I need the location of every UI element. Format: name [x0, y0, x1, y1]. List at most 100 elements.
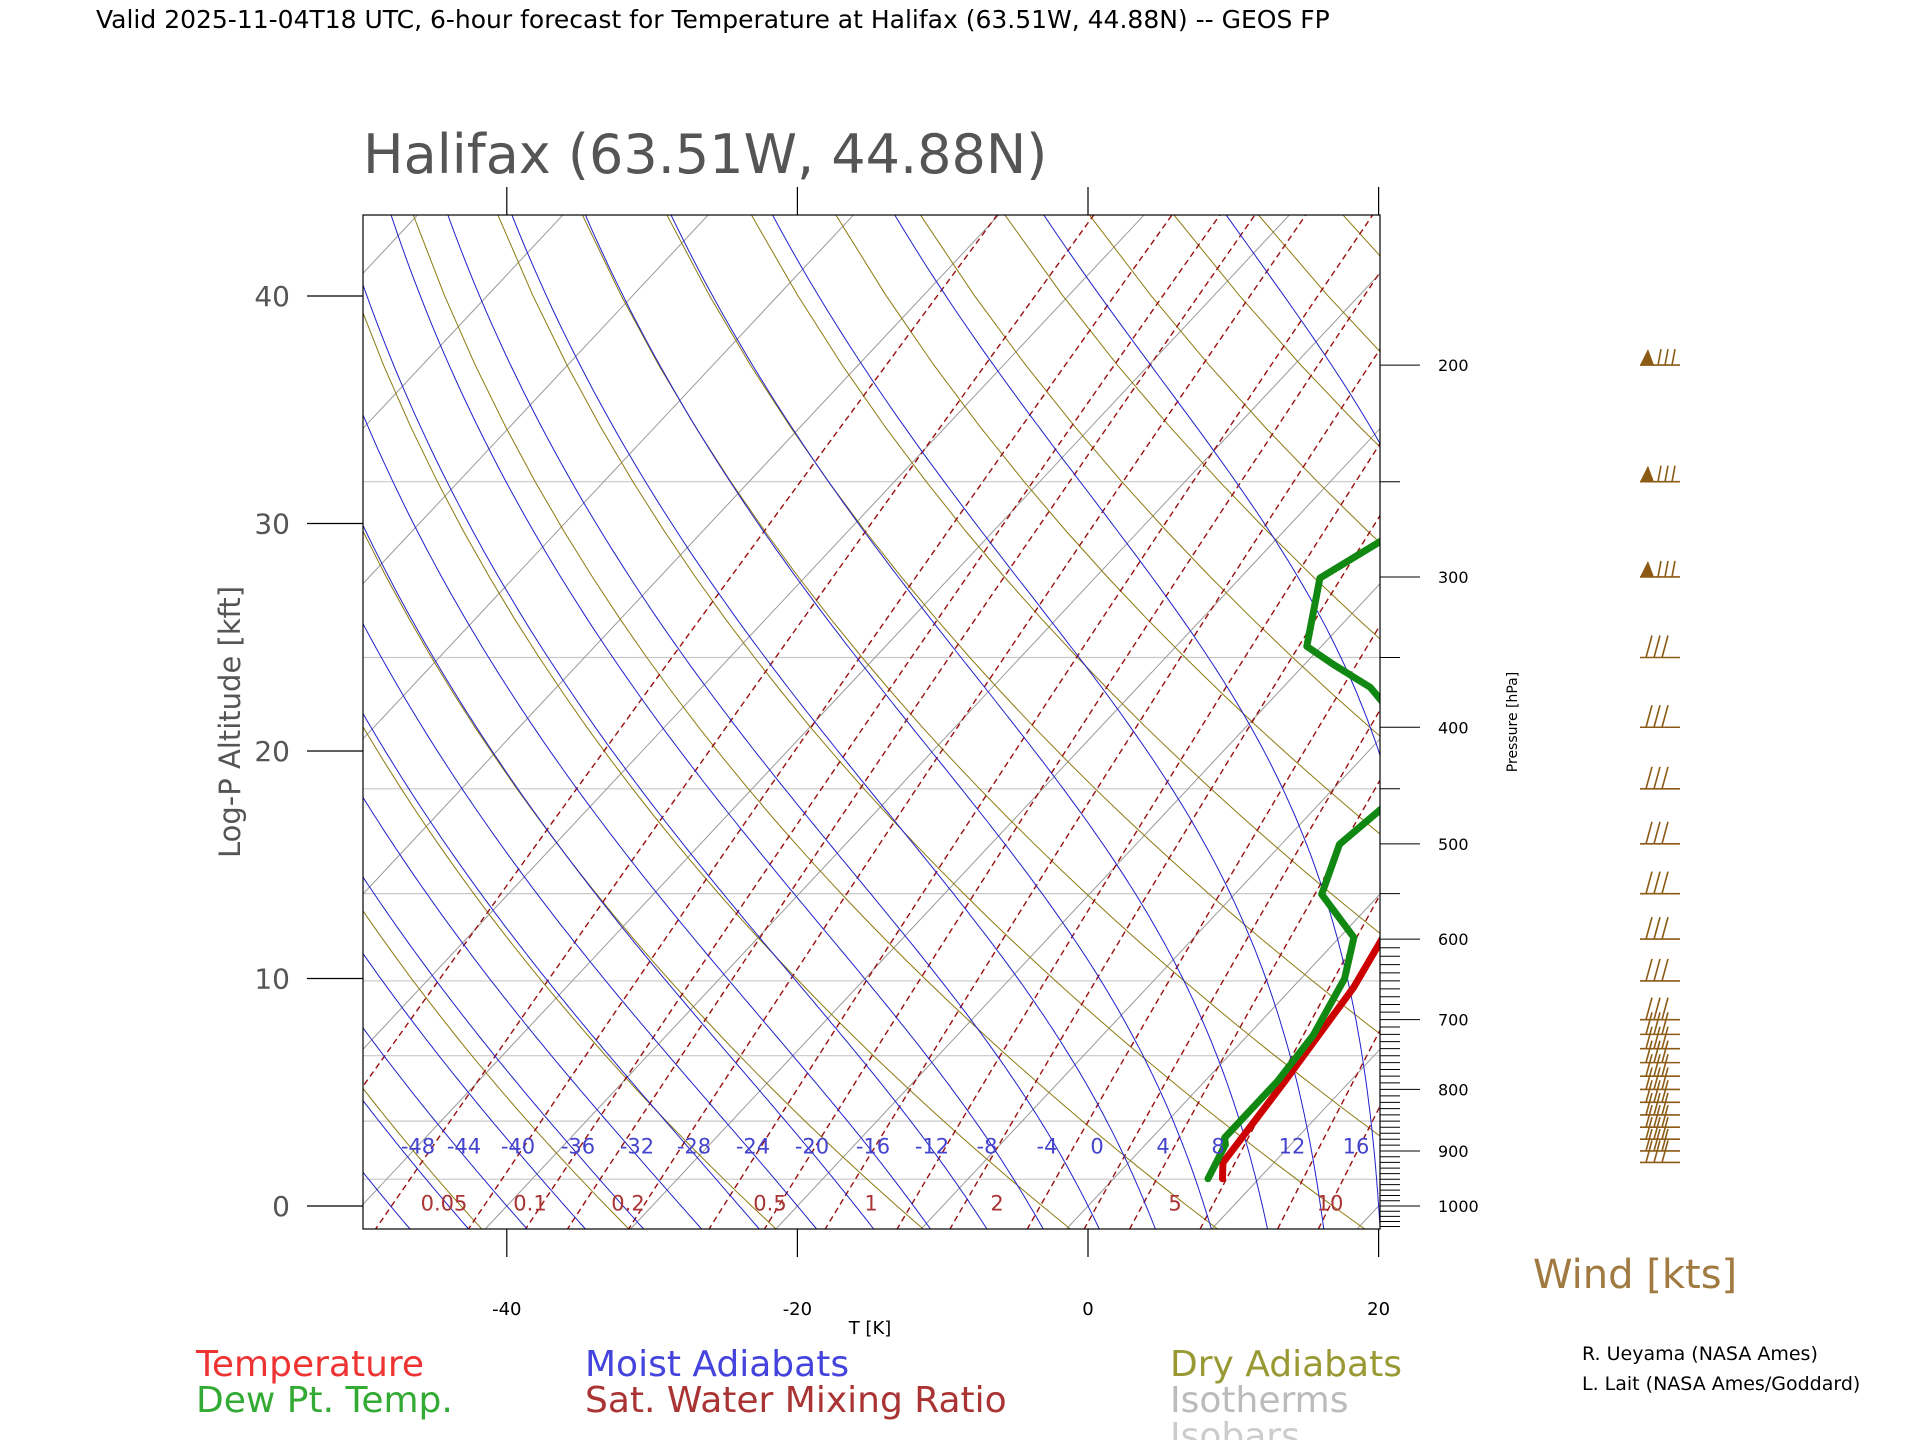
wind-feather: [1653, 1140, 1661, 1163]
moist-adiabat: [390, 215, 1044, 1229]
y-tick-label: 40: [254, 280, 290, 313]
wind-barb: [1640, 1104, 1680, 1128]
wind-feather: [1645, 1116, 1653, 1140]
dry-adiabat: [1850, 215, 1920, 1256]
mixing-ratio-line: [1650, 215, 1920, 1256]
pressure-tick-label: 600: [1438, 930, 1469, 949]
moist-adiabat: [363, 952, 587, 1229]
wind-feather: [1661, 997, 1669, 1020]
wind-feather: [1645, 1140, 1653, 1163]
wind-feather: [1661, 1067, 1669, 1090]
dry-adiabat: [919, 215, 1380, 737]
moist-adiabat: [363, 1099, 470, 1229]
wind-feather: [1661, 916, 1669, 940]
wind-feather: [1645, 871, 1653, 894]
mixing-ratio-line: [1026, 624, 1380, 1229]
mixing-ratio-line: [467, 215, 1173, 1229]
moist-adiabat: [0, 215, 195, 1256]
wind-feather: [1645, 958, 1653, 982]
legend-item: Dew Pt. Temp.: [196, 1380, 453, 1421]
legend-item: Moist Adiabats: [585, 1344, 849, 1385]
moist-adiabat: [894, 215, 1380, 1229]
moist-adiabat-label: -12: [915, 1135, 949, 1159]
mixing-ratio-label: 5: [1168, 1192, 1181, 1216]
wind-feather: [1661, 871, 1669, 894]
legend-item: Isotherms: [1170, 1380, 1348, 1421]
mixing-ratio-label: 0.1: [513, 1192, 546, 1216]
mixing-ratio-line: [1317, 1104, 1380, 1229]
wind-barb: [1640, 1067, 1680, 1091]
moist-adiabat: [511, 215, 1156, 1229]
mixing-ratio-label: 10: [1317, 1192, 1344, 1216]
moist-adiabat-label: 8: [1211, 1135, 1224, 1159]
moist-adiabat-label: 0: [1090, 1135, 1103, 1159]
pressure-axis-label: Pressure [hPa]: [1505, 672, 1521, 772]
dewpoint-line: [1204, 537, 1380, 1183]
dry-adiabat: [412, 215, 1219, 1229]
wind-barbs: [1640, 348, 1680, 1164]
wind-feather: [1645, 1092, 1653, 1116]
wind-feather: [1657, 348, 1662, 366]
pressure-tick-label: 500: [1438, 835, 1469, 854]
wind-feather: [1671, 348, 1676, 366]
dry-adiabat: [1173, 215, 1380, 448]
wind-barb: [1640, 821, 1680, 845]
wind-feather: [1661, 1092, 1669, 1116]
axes: -48 -44 -40 -36 -32 -28 -24 -20 -16 -12 -8 -4 0 4 8 12 1…: [254, 187, 1479, 1320]
pressure-tick-label: 900: [1438, 1142, 1469, 1161]
isotherm-line: [775, 583, 1380, 1229]
mixing-ratio-line: [949, 514, 1380, 1229]
isotherm-line: [363, 215, 1000, 895]
x-tick-label: -40: [492, 1299, 521, 1320]
moist-adiabat-label: -36: [561, 1135, 595, 1159]
moist-adiabat-label: -24: [736, 1135, 770, 1159]
mixing-ratio-line: [1697, 215, 1920, 1256]
wind-barb: [1640, 1140, 1680, 1164]
isotherm-line: [1648, 205, 1920, 1229]
moist-adiabat: [363, 712, 760, 1229]
wind-feather: [1653, 1092, 1661, 1116]
moist-adiabat-label: -32: [620, 1135, 654, 1159]
legend-item: Isobars: [1170, 1416, 1300, 1440]
moist-adiabat-label: -28: [677, 1135, 711, 1159]
x-axis-label: T [K]: [848, 1318, 892, 1339]
mixing-ratio-line: [524, 215, 1221, 1229]
wind-barb: [1640, 1012, 1680, 1036]
x-tick-label: 20: [1367, 1299, 1390, 1320]
legend-item: Temperature: [195, 1344, 424, 1385]
mixing-ratio-line: [1083, 708, 1380, 1229]
wind-barb: [1640, 1128, 1680, 1152]
wind-feather: [1661, 635, 1669, 658]
wind-feather: [1653, 1040, 1661, 1063]
wind-feather: [1661, 1040, 1669, 1063]
pressure-tick-label: 300: [1438, 568, 1469, 587]
dry-adiabat: [363, 530, 924, 1229]
wind-feather: [1657, 560, 1662, 578]
wind-feather: [1645, 1067, 1653, 1090]
pressure-tick-label: 700: [1438, 1011, 1469, 1030]
mixing-ratio-line: [763, 271, 1380, 1229]
x-tick-label: -20: [783, 1299, 812, 1320]
wind-barb: [1640, 465, 1680, 483]
wind-feather: [1645, 1080, 1653, 1103]
moist-adiabat: [363, 283, 988, 1229]
moist-adiabat: [363, 1171, 411, 1229]
dry-adiabat: [1427, 215, 1920, 1256]
wind-feather: [1661, 705, 1669, 728]
isotherm-line: [1211, 1048, 1380, 1229]
mixing-ratio-label: 0.2: [611, 1192, 644, 1216]
wind-feather: [1657, 465, 1662, 482]
dry-adiabat: [1512, 215, 1920, 1256]
wind-feather: [1653, 1053, 1661, 1077]
dry-adiabat: [1765, 215, 1920, 1256]
moist-adiabat: [1043, 215, 1380, 757]
wind-feather: [1645, 766, 1653, 790]
moist-adiabat-label: -4: [1037, 1135, 1058, 1159]
wind-barb: [1640, 871, 1680, 895]
y-tick-label: 0: [272, 1190, 290, 1223]
wind-barb: [1640, 635, 1680, 659]
dry-adiabat: [1004, 215, 1380, 640]
mixing-ratio-line: [1522, 215, 1920, 1256]
mixing-ratio-label: 0.5: [753, 1192, 786, 1216]
temperature-line: [1219, 935, 1380, 1183]
